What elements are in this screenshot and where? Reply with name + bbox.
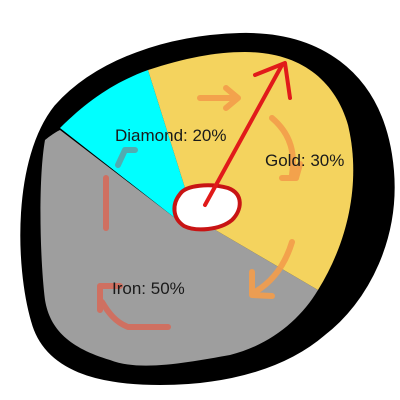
slice-iron (40, 130, 318, 366)
rotation-arrows (97, 85, 303, 330)
slice-diamond (60, 70, 185, 218)
spinner-pointer-arrow (203, 61, 292, 207)
slice-gold (148, 52, 354, 290)
spinner-hub (172, 183, 242, 232)
rotation-arrow (97, 283, 171, 330)
rotation-arrow (249, 239, 295, 299)
rotation-arrow (115, 147, 138, 168)
rotation-arrow (197, 85, 241, 111)
slice-label-iron: Iron: 50% (112, 279, 185, 298)
slice-label-gold: Gold: 30% (265, 151, 344, 170)
slice-label-diamond: Diamond: 20% (115, 126, 227, 145)
rotation-arrow (269, 115, 303, 181)
